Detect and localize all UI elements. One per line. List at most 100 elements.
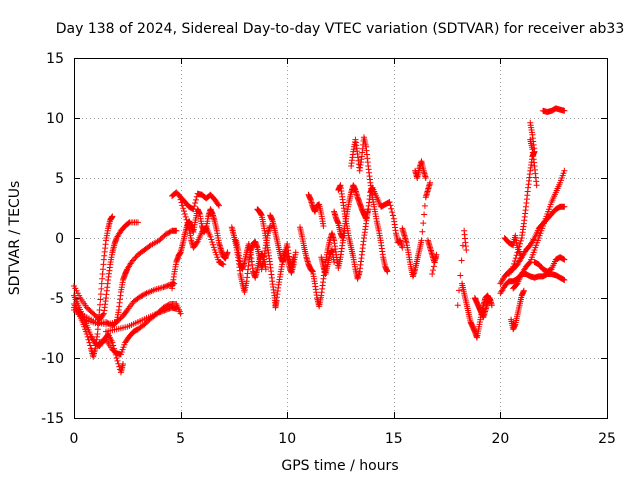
data-point <box>98 285 105 292</box>
data-point <box>134 219 141 226</box>
data-point <box>431 259 438 266</box>
series-arc-18 <box>348 134 391 275</box>
data-point <box>561 107 568 114</box>
data-point <box>215 202 222 209</box>
data-point <box>132 254 139 261</box>
series-arc-29 <box>505 119 538 277</box>
series-arc-08 <box>169 206 231 292</box>
axis-ticks <box>74 58 608 419</box>
data-point <box>142 290 149 297</box>
data-point <box>488 302 495 309</box>
series-arc-09 <box>169 189 222 213</box>
data-point <box>510 263 517 270</box>
data-point <box>215 201 222 208</box>
data-point <box>433 251 440 258</box>
data-point <box>432 255 439 262</box>
data-point <box>365 206 372 213</box>
chart-title: Day 138 of 2024, Sidereal Day-to-day VTE… <box>56 21 625 37</box>
data-point <box>420 220 427 227</box>
series-arc-03 <box>71 219 141 323</box>
data-point <box>526 259 533 266</box>
series-arc-35 <box>540 105 568 115</box>
data-point <box>137 293 144 300</box>
data-point <box>331 259 338 265</box>
data-point <box>85 336 92 343</box>
data-point <box>84 333 91 340</box>
series-arc-34 <box>527 136 540 189</box>
data-point <box>125 220 132 227</box>
data-point <box>178 199 185 206</box>
data-point <box>173 305 180 312</box>
data-point <box>208 236 215 243</box>
series-arc-20 <box>318 247 338 277</box>
x-tick-label: 0 <box>70 431 79 447</box>
data-point <box>561 203 568 210</box>
data-point <box>162 231 169 238</box>
series-arc-32 <box>508 287 527 333</box>
data-point <box>193 239 200 246</box>
data-point <box>190 206 197 213</box>
data-point <box>429 271 436 277</box>
data-point <box>418 237 425 244</box>
y-tick-label: 15 <box>46 51 64 67</box>
data-point <box>267 223 274 229</box>
data-point <box>422 175 429 181</box>
data-point <box>191 203 198 210</box>
data-point <box>533 182 540 189</box>
y-tick-label: -5 <box>50 291 64 307</box>
data-point <box>463 247 470 253</box>
series-arc-33 <box>531 254 568 275</box>
data-point <box>114 357 121 364</box>
data-point <box>83 331 90 337</box>
data-point <box>109 213 116 220</box>
data-point <box>262 266 269 273</box>
data-point <box>421 202 428 209</box>
series-arc-25 <box>459 280 493 341</box>
x-axis-title: GPS time / hours <box>281 458 398 474</box>
series-arc-15 <box>305 191 327 229</box>
series-arc-16 <box>296 224 348 310</box>
data-point <box>430 263 437 270</box>
data-point <box>179 202 186 209</box>
data-point <box>131 256 138 263</box>
y-tick-label: 0 <box>55 231 64 247</box>
data-point <box>185 222 192 229</box>
data-point <box>561 256 568 263</box>
data-point <box>86 339 93 346</box>
data-point <box>181 211 188 217</box>
data-point <box>399 244 406 251</box>
data-point <box>181 208 188 215</box>
data-point <box>177 196 184 203</box>
data-point <box>207 233 214 240</box>
data-point <box>517 240 524 247</box>
series-arc-07 <box>102 304 180 335</box>
data-point <box>210 241 217 248</box>
data-point <box>561 277 568 283</box>
y-axis-title: SDTVAR / TECUs <box>7 181 23 296</box>
x-tick-label: 20 <box>491 431 509 447</box>
data-point <box>389 212 396 219</box>
data-point <box>290 254 297 261</box>
data-point <box>518 254 525 261</box>
data-point <box>128 259 135 265</box>
data-point <box>192 196 199 203</box>
data-point <box>224 249 231 256</box>
data-point <box>456 287 463 294</box>
y-tick-label: 10 <box>46 111 64 127</box>
data-point <box>163 230 170 237</box>
data-point <box>454 302 461 309</box>
y-tick-label: 5 <box>55 171 64 187</box>
data-point <box>97 291 104 298</box>
y-axis-tick-labels: -15 -10 -5 0 5 10 15 <box>41 51 64 427</box>
data-point <box>384 268 391 275</box>
data-point <box>87 342 94 349</box>
data-point <box>530 236 537 243</box>
series-arc-05 <box>71 280 178 328</box>
data-point <box>180 205 187 212</box>
data-point <box>140 291 147 298</box>
data-point <box>138 293 145 300</box>
data-point <box>177 310 184 317</box>
data-point <box>182 213 189 220</box>
data-point <box>120 361 127 367</box>
